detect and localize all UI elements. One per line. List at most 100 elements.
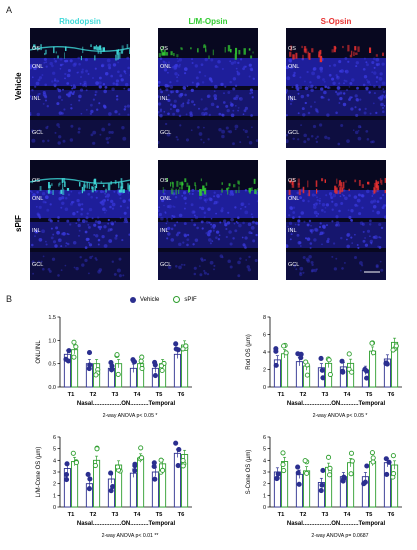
y-tick-label: 4: [263, 458, 266, 464]
data-point-spif: [114, 352, 120, 358]
data-point-spif: [93, 372, 99, 378]
x-tick-label: T6: [388, 392, 396, 398]
x-tick-label: T1: [68, 392, 76, 398]
data-point-vehicle: [87, 476, 93, 482]
layer-label-os: OS: [288, 178, 296, 184]
bar-spif: [71, 461, 79, 508]
data-point-vehicle: [64, 477, 70, 483]
layer-label-os: OS: [288, 46, 296, 52]
y-tick-label: 4: [263, 350, 266, 356]
x-tick-label: T6: [178, 512, 186, 518]
data-point-vehicle: [66, 348, 72, 354]
micrograph-vehicle-rhodopsin: [30, 28, 130, 148]
data-point-spif: [73, 460, 79, 466]
data-point-vehicle: [176, 446, 182, 453]
y-tick-label: 0: [263, 505, 266, 511]
x-axis-note: Nasal.................ON...........Tempo…: [287, 521, 386, 527]
x-tick-label: T1: [68, 512, 76, 518]
layer-label-os: OS: [32, 178, 40, 184]
layer-label-os: OS: [160, 178, 168, 184]
x-tick-label: T3: [112, 512, 120, 518]
layer-label-onl: ONL: [160, 196, 172, 202]
data-point-spif: [139, 365, 145, 372]
layer-label-onl: ONL: [288, 64, 300, 70]
col-title-rhodopsin: Rhodopsin: [59, 17, 101, 26]
data-point-spif: [369, 340, 375, 346]
data-point-spif: [349, 369, 355, 375]
data-point-vehicle: [108, 360, 114, 366]
data-point-spif: [160, 467, 166, 473]
y-tick-label: 2: [263, 482, 266, 488]
layer-label-gcl: GCL: [32, 130, 44, 136]
chart-2: 0 1 2 3 4 5 6 L/M-Cone OS (µm) T1 T2 T3 T4 T5 T6 Nasal…: [0, 425, 207, 550]
layer-label-onl: ONL: [288, 196, 300, 202]
data-point-vehicle: [362, 366, 368, 372]
y-tick-label: 2: [263, 368, 266, 374]
x-tick-label: T5: [366, 512, 374, 518]
layer-label-gcl: GCL: [32, 262, 44, 268]
y-tick-label: 4: [53, 458, 56, 464]
x-tick-label: T4: [134, 512, 142, 518]
data-point-vehicle: [319, 482, 325, 488]
layer-label-os: OS: [160, 46, 168, 52]
data-point-spif: [348, 471, 354, 477]
data-point-vehicle: [108, 488, 114, 494]
x-tick-label: T1: [278, 392, 286, 398]
y-tick-label: 1.5: [48, 315, 56, 321]
bar-spif: [369, 350, 377, 388]
data-point-vehicle: [132, 463, 138, 469]
bar-vehicle: [129, 472, 137, 508]
data-point-vehicle: [175, 463, 181, 469]
data-point-vehicle: [295, 464, 301, 470]
x-tick-label: T5: [366, 392, 374, 398]
data-point-vehicle: [86, 486, 92, 492]
data-point-vehicle: [173, 440, 179, 446]
data-point-spif: [391, 471, 397, 477]
data-point-spif: [346, 351, 352, 357]
y-axis-label: L/M-Cone OS (µm): [36, 447, 42, 498]
panel-b-label: B: [6, 294, 13, 304]
x-tick-label: T2: [90, 512, 97, 518]
y-tick-label: 0: [53, 505, 56, 511]
data-point-vehicle: [173, 346, 179, 352]
data-point-spif: [71, 354, 77, 360]
y-tick-label: 1.0: [48, 338, 56, 344]
x-tick-label: T1: [278, 512, 286, 518]
data-point-vehicle: [86, 350, 93, 356]
data-point-vehicle: [152, 373, 158, 379]
data-point-spif: [281, 467, 287, 474]
layer-label-gcl: GCL: [288, 262, 300, 268]
data-point-spif: [304, 470, 310, 476]
bar-spif: [137, 457, 145, 508]
data-point-vehicle: [65, 358, 71, 364]
data-point-vehicle: [274, 476, 280, 482]
y-tick-label: 6: [53, 435, 56, 441]
y-tick-label: 0.0: [48, 385, 56, 391]
stat-annotation: 2-way ANOVA p< 0.05 *: [103, 413, 158, 419]
data-point-vehicle: [275, 471, 281, 477]
x-tick-label: T2: [300, 512, 307, 518]
data-point-vehicle: [386, 459, 392, 465]
data-point-vehicle: [383, 360, 389, 367]
spif-dot-icon: [173, 296, 181, 303]
row-label-vehicle: Vehicle: [14, 72, 23, 100]
data-point-spif: [180, 463, 186, 469]
data-point-spif: [115, 371, 121, 377]
data-point-spif: [304, 372, 310, 378]
data-point-vehicle: [383, 456, 389, 462]
data-point-spif: [369, 450, 375, 456]
data-point-vehicle: [131, 359, 138, 365]
data-point-spif: [92, 462, 98, 469]
data-point-vehicle: [273, 346, 279, 352]
y-tick-label: 6: [263, 435, 266, 441]
data-point-spif: [94, 446, 100, 452]
y-axis-label: S-Cone OS (µm): [246, 450, 252, 495]
data-point-spif: [159, 367, 165, 374]
chart-0: 0.0 0.5 1.0 1.5 ONL/INL T1 T2 T3 T4 T5 T6 Nasal....…: [0, 305, 207, 430]
data-point-vehicle: [173, 341, 179, 347]
data-point-vehicle: [298, 355, 304, 361]
bar-vehicle: [173, 353, 181, 388]
bar-vehicle: [295, 473, 303, 508]
data-point-vehicle: [340, 369, 346, 375]
data-point-spif: [280, 462, 286, 468]
